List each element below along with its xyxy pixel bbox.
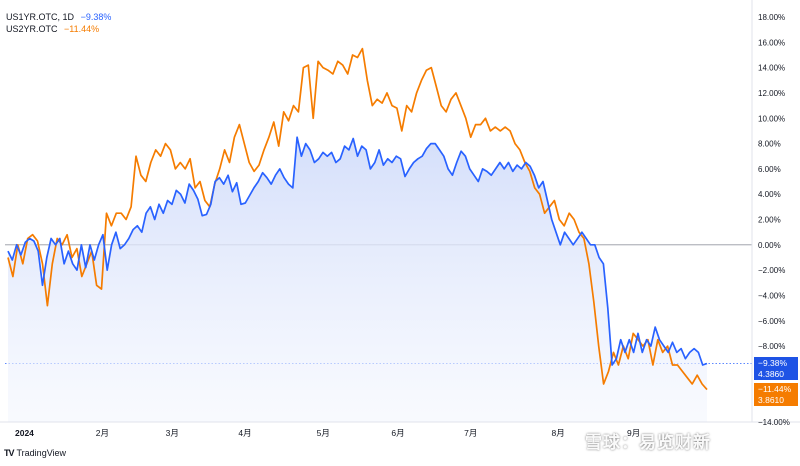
legend-series-1[interactable]: US1YR.OTC, 1D −9.38% <box>6 12 112 22</box>
tradingview-logo-text: TradingView <box>16 448 67 458</box>
x-tick-label: 8月 <box>551 428 564 438</box>
y-tick-label: 16.00% <box>758 38 785 47</box>
legend-series-1-symbol: US1YR.OTC <box>6 12 58 22</box>
tradingview-logo[interactable]: TV TradingView <box>4 448 66 458</box>
tradingview-logo-icon: TV <box>4 448 14 458</box>
price-badge-us2yr-change: −11.44% <box>754 383 798 395</box>
y-tick-label: 18.00% <box>758 13 785 22</box>
watermark: 雪球：易览财新 <box>585 433 711 452</box>
y-tick-label: −8.00% <box>758 342 785 351</box>
y-tick-label: 14.00% <box>758 64 785 73</box>
price-badge-us1yr-value: 4.3860 <box>754 368 798 380</box>
x-tick-label: 5月 <box>317 428 330 438</box>
y-tick-label: 10.00% <box>758 114 785 123</box>
legend-series-1-change: −9.38% <box>80 12 112 22</box>
x-tick-label: 9月 <box>627 428 640 438</box>
y-tick-label: 8.00% <box>758 140 781 149</box>
us1yr-area-fill <box>8 137 707 422</box>
y-tick-label: −6.00% <box>758 317 785 326</box>
y-tick-label: −4.00% <box>758 291 785 300</box>
x-tick-label: 6月 <box>391 428 404 438</box>
y-tick-label: 6.00% <box>758 165 781 174</box>
x-tick-label: 3月 <box>166 428 179 438</box>
us2yr-line <box>7 47 708 391</box>
y-tick-label: 0.00% <box>758 241 781 250</box>
legend-series-2-change: −11.44% <box>64 24 100 34</box>
y-tick-label: 12.00% <box>758 89 785 98</box>
x-tick-label: 2024 <box>15 428 34 438</box>
us1yr-line <box>7 136 708 366</box>
y-tick-label: 4.00% <box>758 190 781 199</box>
y-tick-label: −2.00% <box>758 266 785 275</box>
price-badge-us1yr-change: −9.38% <box>754 357 798 369</box>
legend: US1YR.OTC, 1D −9.38% US2YR.OTC −11.44% <box>6 11 111 35</box>
legend-series-2-symbol: US2YR.OTC <box>6 24 58 34</box>
legend-series-2[interactable]: US2YR.OTC −11.44% <box>6 23 111 35</box>
y-tick-label: −14.00% <box>758 418 790 427</box>
x-tick-label: 7月 <box>464 428 477 438</box>
legend-series-1-interval: 1D <box>62 12 75 22</box>
price-badge-us2yr-value: 3.8610 <box>754 394 798 406</box>
x-tick-label: 4月 <box>238 428 251 438</box>
y-tick-label: 2.00% <box>758 216 781 225</box>
x-tick-label: 2月 <box>96 428 109 438</box>
